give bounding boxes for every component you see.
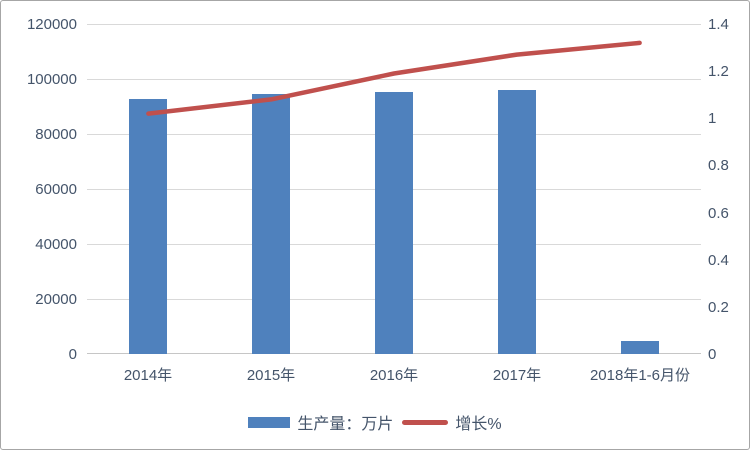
left-axis-tick-label: 80000 (35, 126, 77, 143)
left-axis-tick-label: 60000 (35, 181, 77, 198)
right-axis-tick-label: 1.2 (708, 63, 729, 80)
legend-line-swatch-icon (402, 419, 449, 425)
right-axis-tick-label: 0.6 (708, 205, 729, 222)
right-axis-tick-label: 1 (708, 110, 717, 127)
left-axis-tick-label: 100000 (26, 71, 77, 88)
right-axis-tick-label: 0.4 (708, 252, 729, 269)
legend-item-production: 生产量：万片 (248, 410, 393, 434)
x-axis-category-label: 2015年 (246, 367, 296, 384)
bar (498, 90, 536, 354)
left-axis-tick-label: 40000 (35, 236, 77, 253)
bar (621, 341, 659, 354)
x-axis-category-label: 2016年 (369, 367, 419, 384)
x-axis-category-label: 2017年 (492, 367, 542, 384)
bar (375, 92, 413, 354)
right-axis-tick-label: 0.8 (708, 157, 729, 174)
x-axis-category-label: 2018年1-6月份 (589, 367, 691, 384)
right-axis-tick-label: 0.2 (708, 299, 729, 316)
plot-area (87, 24, 701, 354)
gridline (87, 24, 701, 25)
legend-item-label: 生产量：万片 (297, 416, 394, 433)
legend-bar-swatch-icon (248, 416, 291, 428)
growth-line (146, 40, 642, 116)
bar (252, 94, 290, 354)
left-axis-tick-label: 20000 (35, 291, 77, 308)
legend: 生产量：万片 增长% (1, 410, 749, 434)
gridline (87, 79, 701, 80)
legend-item-growth: 增长% (402, 410, 502, 434)
bar (129, 99, 167, 354)
right-axis-tick-label: 0 (708, 346, 717, 363)
left-axis-tick-label: 0 (68, 346, 77, 363)
line-series-path (146, 40, 642, 116)
right-axis-tick-label: 1.4 (708, 16, 729, 33)
left-axis-tick-label: 120000 (26, 16, 77, 33)
x-axis-category-label: 2014年 (123, 367, 173, 384)
legend-item-label: 增长% (455, 416, 502, 433)
